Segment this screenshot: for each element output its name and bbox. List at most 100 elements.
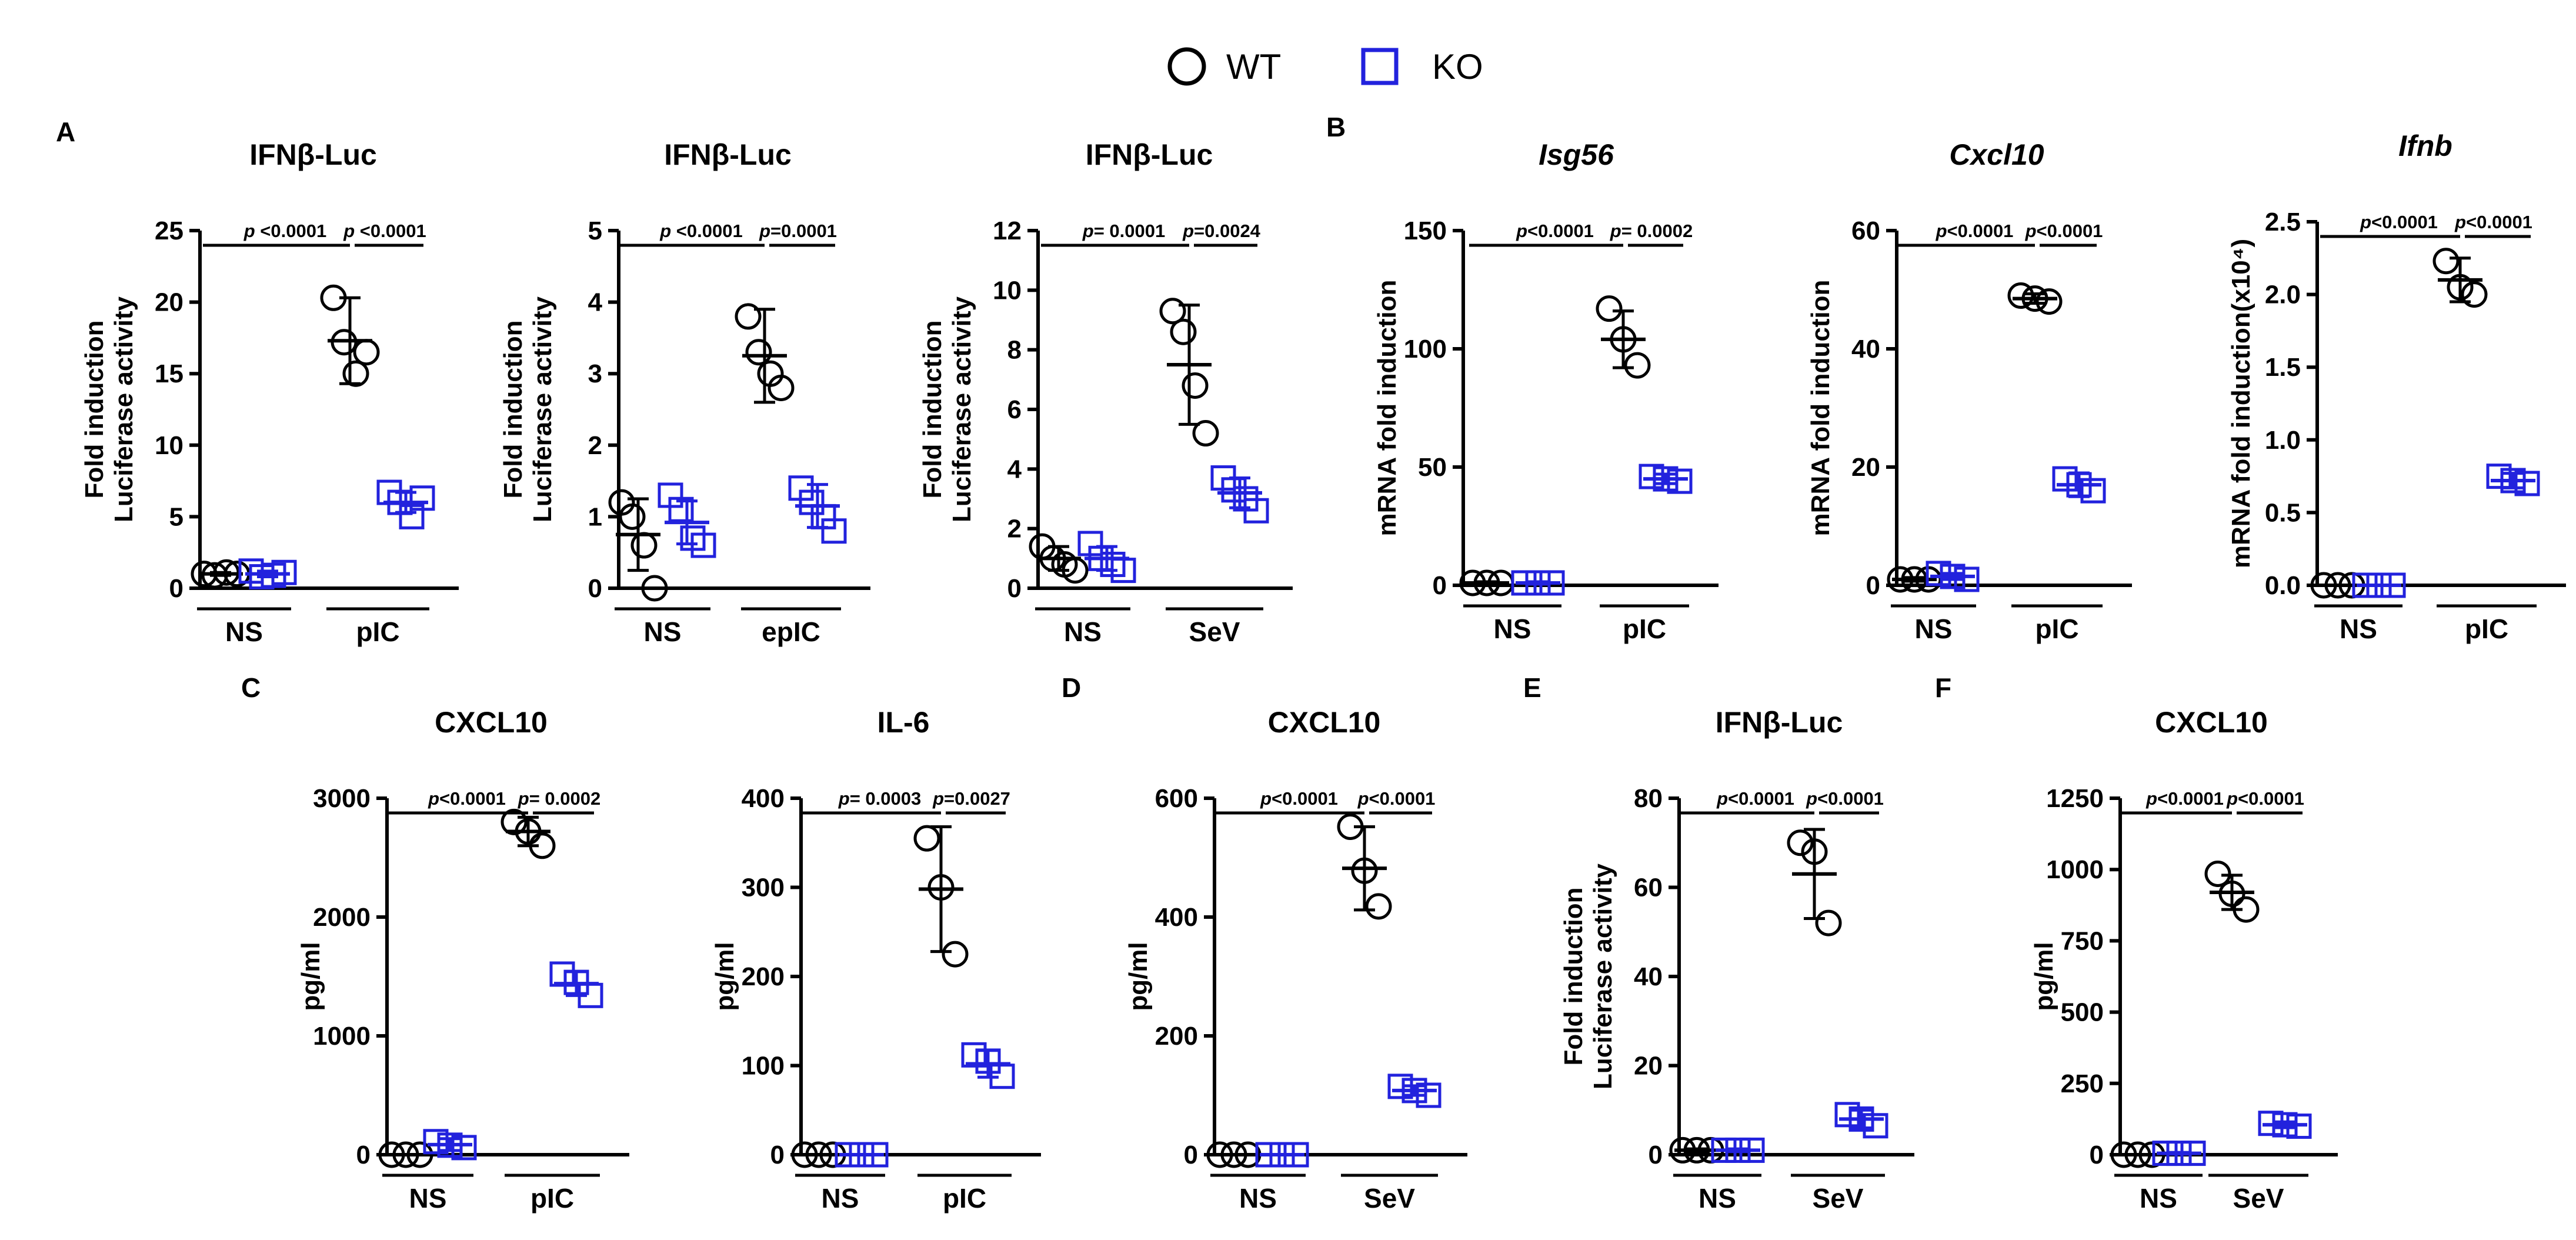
- p-italic: p: [1516, 221, 1527, 241]
- group-label: SeV: [1813, 1183, 1864, 1214]
- p-rest: <0.0001: [2371, 212, 2438, 232]
- panel-letter: F: [1935, 672, 1951, 703]
- chart-title: Isg56: [1539, 138, 1614, 171]
- series-wt-sev: [1337, 813, 1392, 920]
- wt-data-point: [1815, 909, 1842, 936]
- y-tick-label: 10: [155, 431, 183, 460]
- series-ko-ns: [1077, 531, 1136, 584]
- wt-data-point: [630, 532, 658, 559]
- ko-data-point: [2486, 464, 2512, 489]
- p-rest: <0.0001: [1817, 788, 1884, 809]
- chart-title: IFNβ-Luc: [1716, 706, 1843, 739]
- y-axis-label: mRNA fold induction(x10⁴): [2227, 239, 2255, 568]
- chart-panel-3: IFNβ-Luc 0 2 4 6 8 10 12 Fold inductionLuciferas…: [918, 138, 1293, 647]
- series-ko-sev: [1210, 465, 1269, 524]
- y-tick-label: 250: [2061, 1069, 2104, 1098]
- group-label: NS: [1915, 614, 1953, 644]
- y-tick-label: 5: [588, 216, 602, 245]
- chart-title: IFNβ-Luc: [664, 138, 792, 171]
- series-wt-epic: [735, 303, 795, 404]
- p-value-label: p <0.0001: [343, 221, 426, 241]
- wt-data-point: [735, 303, 762, 330]
- series-wt-ns: [1206, 1141, 1262, 1168]
- p-italic: p: [1182, 221, 1194, 241]
- group-label: epIC: [762, 616, 820, 647]
- p-italic: p: [1610, 221, 1621, 241]
- series-ko-ns: [1511, 570, 1565, 596]
- y-tick-label: 0: [2090, 1141, 2104, 1169]
- p-italic: p: [2145, 788, 2157, 809]
- y-tick-label: 20: [155, 288, 183, 317]
- wt-data-point: [342, 360, 369, 387]
- legend-ko-marker: [1361, 48, 1399, 85]
- wt-data-point: [2461, 281, 2488, 308]
- y-tick-label: 2: [588, 431, 602, 460]
- ko-data-point: [409, 485, 435, 511]
- y-axis-label-line: Fold induction: [80, 320, 109, 498]
- y-axis-label: Fold inductionLuciferase activity: [499, 296, 557, 522]
- ko-data-point: [2080, 478, 2106, 504]
- chart-panel-1: A IFNβ-Luc 0 5 10 15 20 25 Fold inductionLucifer…: [56, 116, 459, 647]
- p-rest: = 0.0002: [529, 788, 601, 809]
- y-axis-label-line: Luciferase activity: [1589, 863, 1617, 1089]
- p-value-label: p<0.0001: [1357, 788, 1436, 809]
- series-ko-pic: [2486, 464, 2540, 496]
- chart-title: IFNβ-Luc: [1086, 138, 1213, 171]
- p-italic: p: [1716, 788, 1728, 809]
- p-rest: <0.0001: [355, 221, 426, 241]
- y-axis-label-line: Fold induction: [918, 320, 947, 498]
- p-value-label: p<0.0001: [2145, 788, 2224, 809]
- p-value-label: p<0.0001: [1806, 788, 1884, 809]
- chart-panel-6: Ifnb 0.0 0.5 1.0 1.5 2.0 2.5 mRNA fold inductio…: [2227, 129, 2566, 644]
- group-label: pIC: [530, 1183, 574, 1214]
- ko-data-point: [1243, 498, 1269, 524]
- p-rest: =0.0024: [1194, 221, 1261, 241]
- ko-data-point: [2052, 466, 2078, 492]
- y-tick-label: 300: [742, 874, 785, 902]
- y-axis-label: pg/ml: [296, 942, 325, 1011]
- y-tick-label: 40: [1634, 962, 1663, 991]
- series-wt-pic: [913, 825, 969, 968]
- y-axis-label-line: Luciferase activity: [947, 296, 976, 522]
- y-axis-label: Fold inductionLuciferase activity: [1559, 863, 1617, 1089]
- y-tick-label: 200: [742, 962, 785, 991]
- group-label: NS: [1239, 1183, 1277, 1214]
- p-italic: p: [243, 221, 255, 241]
- p-rest: <0.0001: [1947, 221, 2014, 241]
- p-value-label: p= 0.0003: [838, 788, 921, 809]
- series-wt-ns: [791, 1141, 846, 1168]
- p-value-label: p<0.0001: [2360, 212, 2438, 232]
- panel-letter: A: [56, 116, 75, 147]
- chart-title: CXCL10: [1268, 706, 1381, 739]
- series-ko-sev: [2258, 1111, 2312, 1139]
- p-italic: p: [2226, 788, 2238, 809]
- ko-data-point: [423, 1129, 449, 1155]
- p-value-label: p<0.0001: [2025, 221, 2103, 241]
- y-tick-label: 4: [588, 288, 603, 317]
- ko-data-point: [2514, 471, 2540, 496]
- chart-panel-10: E IFNβ-Luc 0 20 40 60 80 Fold inductionLucifera…: [1523, 672, 1914, 1214]
- p-italic: p: [1357, 788, 1369, 809]
- p-italic: p: [1806, 788, 1817, 809]
- series-wt-pic: [2007, 282, 2063, 315]
- y-tick-label: 0: [1866, 571, 1880, 600]
- y-tick-label: 0: [1649, 1141, 1663, 1169]
- panel-letter: B: [1326, 112, 1346, 142]
- y-tick-label: 1000: [2046, 855, 2104, 884]
- ko-data-point: [1834, 1102, 1860, 1128]
- p-italic: p: [2360, 212, 2371, 232]
- series-ko-ns: [1926, 561, 1980, 592]
- chart-title: CXCL10: [435, 706, 548, 739]
- group-label: NS: [2140, 1183, 2177, 1214]
- p-rest: <0.0001: [2466, 212, 2532, 232]
- p-italic: p: [759, 221, 770, 241]
- group-label: NS: [409, 1183, 447, 1214]
- series-ko-ns: [423, 1129, 477, 1161]
- wt-data-point: [1192, 420, 1219, 447]
- y-tick-label: 20: [1634, 1052, 1663, 1081]
- wt-data-point: [942, 941, 969, 968]
- ko-data-point: [961, 1042, 987, 1068]
- panel-letter: D: [1062, 672, 1081, 703]
- series-wt-sev: [1787, 828, 1842, 936]
